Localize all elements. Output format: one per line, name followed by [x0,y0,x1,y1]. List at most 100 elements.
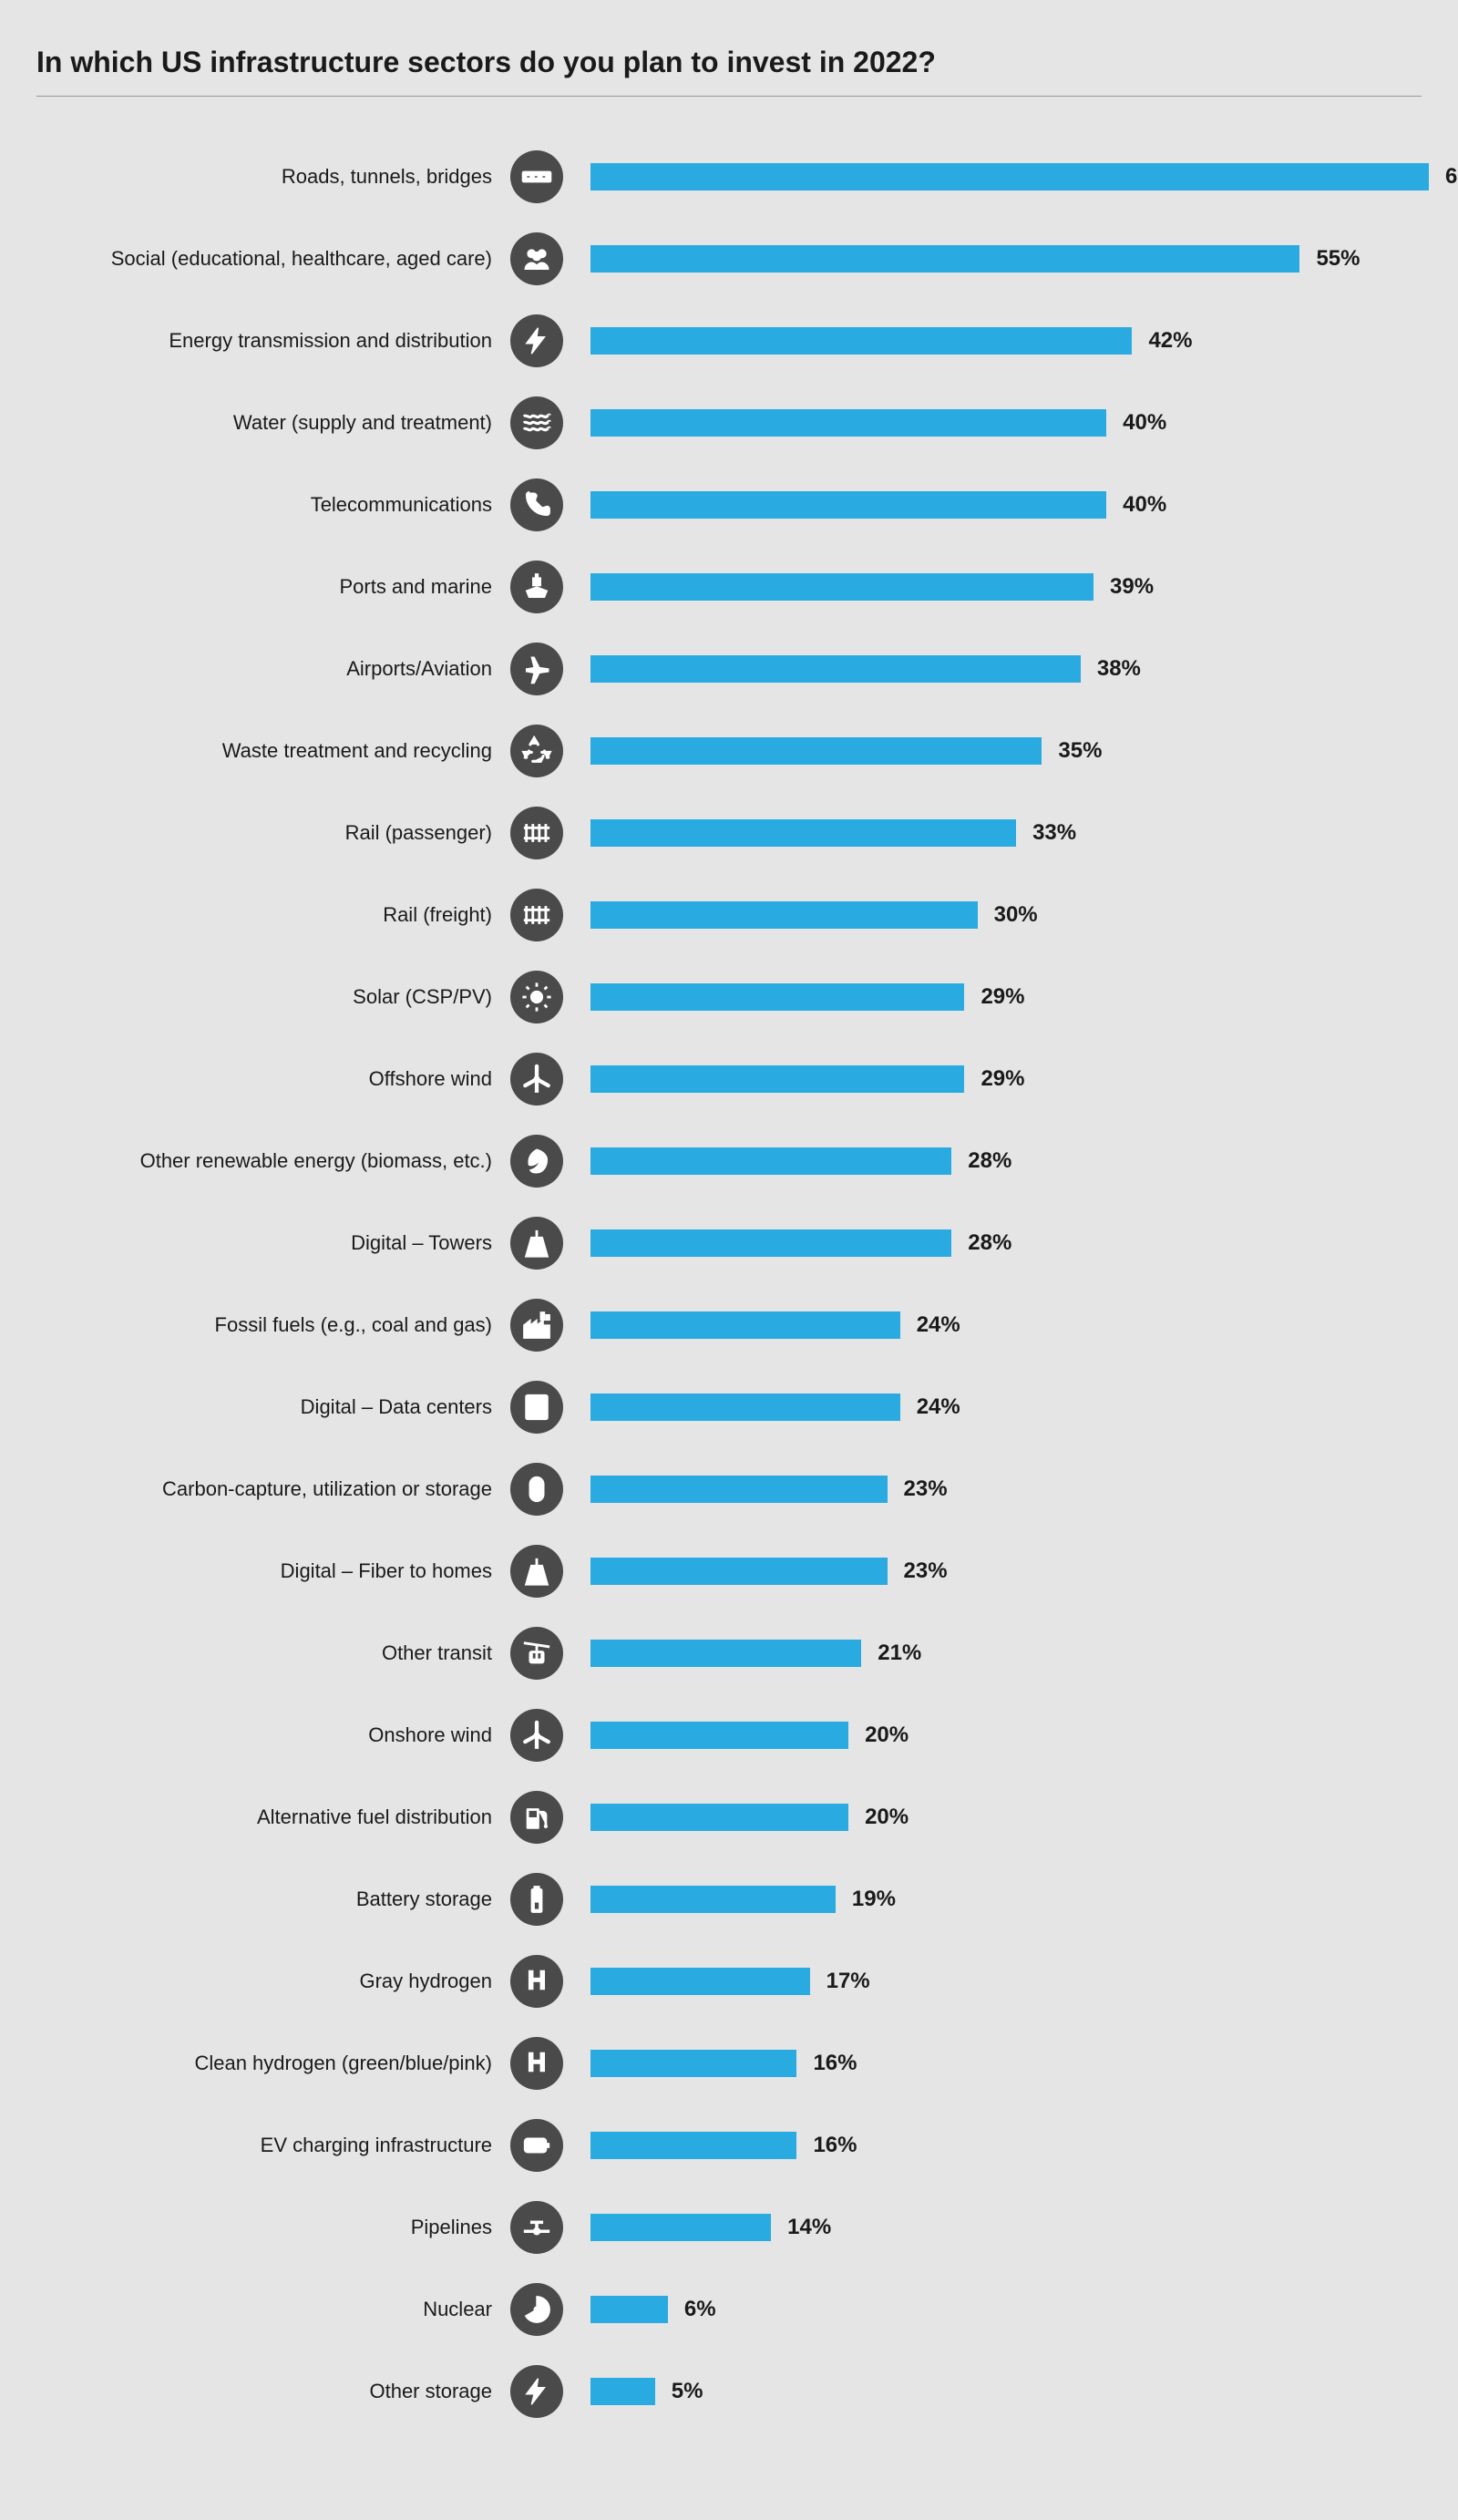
row-value: 24% [917,1312,960,1338]
chart-row: EV charging infrastructure16% [36,2120,1422,2171]
server-icon [510,1381,563,1434]
bar [590,1886,836,1913]
row-label: Onshore wind [36,1723,510,1747]
factory-icon [510,1299,563,1352]
bar-area: 20% [590,1804,1422,1831]
row-label: Other storage [36,2380,510,2403]
row-label: Other transit [36,1641,510,1665]
bar-area: 5% [590,2378,1422,2405]
chart-row: Social (educational, healthcare, aged ca… [36,233,1422,284]
bar [590,1476,888,1503]
rail-icon [510,807,563,859]
bar [590,1065,964,1093]
row-label: Fossil fuels (e.g., coal and gas) [36,1313,510,1337]
chart-row: Clean hydrogen (green/blue/pink)H 16% [36,2038,1422,2089]
row-value: 39% [1110,574,1154,600]
bar [590,1394,900,1421]
row-label: Social (educational, healthcare, aged ca… [36,247,510,271]
row-value: 17% [827,1969,870,1994]
row-label: Digital – Data centers [36,1395,510,1419]
row-value: 29% [981,984,1024,1010]
row-label: Gray hydrogen [36,1970,510,1993]
chart-row: Airports/Aviation 38% [36,643,1422,694]
row-value: 16% [813,2133,857,2158]
row-value: 14% [787,2215,831,2240]
bar-area: 38% [590,655,1422,683]
row-label: Solar (CSP/PV) [36,985,510,1009]
row-label: Telecommunications [36,493,510,517]
chart-row: Digital – Fiber to homes 23% [36,1546,1422,1597]
bar-area: 29% [590,1065,1422,1093]
row-label: Clean hydrogen (green/blue/pink) [36,2052,510,2075]
bar-area: 39% [590,573,1422,601]
bar-area: 40% [590,491,1422,519]
bar [590,2214,771,2241]
row-value: 6% [684,2297,716,2322]
bar-area: 28% [590,1147,1422,1175]
row-value: 35% [1058,738,1102,764]
bar-area: 35% [590,737,1422,765]
row-label: Nuclear [36,2298,510,2321]
plane-icon [510,643,563,695]
sun-icon [510,971,563,1023]
chart-row: Onshore wind 20% [36,1710,1422,1761]
bar-area: 19% [590,1886,1422,1913]
chart-row: Nuclear 6% [36,2284,1422,2335]
H-icon: H [510,2037,563,2090]
row-value: 20% [865,1723,909,1748]
bar-area: 28% [590,1229,1422,1257]
H-icon: H [510,1955,563,2008]
svg-text:H: H [528,1967,546,1996]
bar [590,1558,888,1585]
row-label: Roads, tunnels, bridges [36,165,510,189]
row-value: 65% [1445,164,1458,190]
row-value: 24% [917,1394,960,1420]
row-value: 16% [813,2051,857,2076]
bar-area: 21% [590,1640,1422,1667]
bar [590,245,1299,273]
chart-row: Digital – Towers28% [36,1218,1422,1269]
chart-title: In which US infrastructure sectors do yo… [36,46,1422,97]
bar-area: 24% [590,1311,1422,1339]
row-value: 30% [994,902,1038,928]
row-label: Digital – Fiber to homes [36,1559,510,1583]
row-label: Battery storage [36,1887,510,1911]
chart-rows: Roads, tunnels, bridges65%Social (educat… [36,151,1422,2417]
ev-icon [510,2119,563,2172]
chart-row: Rail (passenger) 33% [36,807,1422,859]
chart-row: Alternative fuel distribution20% [36,1792,1422,1843]
row-label: Ports and marine [36,575,510,599]
bar [590,655,1081,683]
row-value: 33% [1032,820,1076,846]
cablecar-icon [510,1627,563,1680]
leaf-icon [510,1135,563,1188]
bar [590,1640,861,1667]
bar [590,1229,951,1257]
bar [590,1147,951,1175]
bar-area: 23% [590,1558,1422,1585]
tower-icon [510,1217,563,1270]
bar-area: 40% [590,409,1422,437]
row-value: 40% [1123,410,1166,436]
chart-row: Battery storage 19% [36,1874,1422,1925]
bar-area: 14% [590,2214,1422,2241]
rail-icon [510,889,563,941]
bar [590,1804,848,1831]
row-label: Carbon-capture, utilization or storage [36,1477,510,1501]
ship-icon [510,561,563,613]
recycle-icon [510,725,563,777]
row-label: Airports/Aviation [36,657,510,681]
turbine-icon [510,1053,563,1106]
row-label: Offshore wind [36,1067,510,1091]
bar-area: 20% [590,1722,1422,1749]
chart-row: Other renewable energy (biomass, etc.)28… [36,1136,1422,1187]
row-label: Pipelines [36,2216,510,2239]
chart-row: Solar (CSP/PV) 29% [36,972,1422,1023]
chart-row: Carbon-capture, utilization or storage23… [36,1464,1422,1515]
chart-row: Offshore wind 29% [36,1054,1422,1105]
chart-row: Telecommunications 40% [36,479,1422,530]
row-label: Rail (passenger) [36,821,510,845]
waves-icon [510,396,563,449]
row-label: Water (supply and treatment) [36,411,510,435]
flash-icon [510,2365,563,2418]
